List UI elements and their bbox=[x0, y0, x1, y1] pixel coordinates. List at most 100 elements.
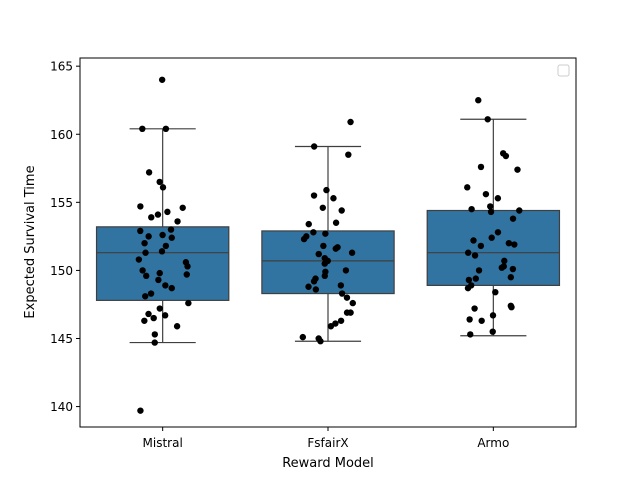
data-point-armo bbox=[516, 207, 523, 214]
data-point-fsfairx bbox=[332, 219, 340, 226]
data-point-mistral bbox=[151, 331, 159, 338]
data-point-armo bbox=[464, 249, 472, 256]
data-point-armo bbox=[487, 208, 495, 216]
data-point-armo bbox=[477, 163, 485, 171]
data-point-mistral bbox=[135, 256, 143, 263]
data-point-armo bbox=[508, 303, 515, 311]
data-point-fsfairx bbox=[312, 286, 320, 293]
data-point-mistral bbox=[156, 305, 163, 312]
data-point-fsfairx bbox=[317, 338, 324, 345]
data-point-fsfairx bbox=[347, 118, 354, 126]
data-point-armo bbox=[478, 317, 485, 324]
data-point-fsfairx bbox=[305, 220, 312, 228]
data-point-fsfairx bbox=[343, 309, 351, 316]
data-point-mistral bbox=[147, 290, 155, 297]
data-point-mistral bbox=[155, 276, 162, 284]
data-point-armo bbox=[471, 252, 479, 259]
data-point-fsfairx bbox=[310, 143, 318, 150]
data-point-mistral bbox=[142, 249, 149, 256]
data-point-armo bbox=[501, 257, 508, 265]
data-point-mistral bbox=[168, 284, 175, 292]
plot-area bbox=[95, 76, 561, 414]
data-point-mistral bbox=[167, 226, 175, 233]
data-point-fsfairx bbox=[349, 299, 356, 307]
data-point-mistral bbox=[148, 214, 155, 221]
data-point-fsfairx bbox=[305, 283, 312, 290]
data-point-fsfairx bbox=[342, 267, 350, 274]
data-point-mistral bbox=[139, 125, 146, 133]
data-point-mistral bbox=[184, 263, 191, 270]
data-point-mistral bbox=[174, 218, 181, 225]
x-tick-label-armo: Armo bbox=[477, 436, 509, 450]
box-armo bbox=[426, 209, 561, 286]
data-point-mistral bbox=[145, 169, 153, 176]
data-point-fsfairx bbox=[300, 235, 308, 243]
data-point-armo bbox=[470, 237, 477, 244]
data-point-fsfairx bbox=[299, 333, 307, 341]
data-point-armo bbox=[511, 241, 518, 248]
data-point-mistral bbox=[156, 269, 163, 277]
data-point-fsfairx bbox=[343, 294, 351, 301]
data-point-armo bbox=[472, 275, 480, 282]
data-point-mistral bbox=[150, 314, 157, 322]
data-point-mistral bbox=[159, 231, 166, 239]
data-point-armo bbox=[464, 184, 471, 191]
data-point-mistral bbox=[137, 203, 144, 210]
data-point-armo bbox=[464, 284, 472, 292]
data-point-fsfairx bbox=[322, 230, 329, 237]
data-point-mistral bbox=[162, 242, 170, 250]
data-point-mistral bbox=[159, 184, 167, 191]
data-point-mistral bbox=[137, 227, 144, 235]
data-point-mistral bbox=[164, 208, 171, 216]
data-point-armo bbox=[477, 242, 485, 250]
data-point-armo bbox=[509, 265, 517, 273]
data-point-mistral bbox=[179, 204, 186, 211]
data-point-armo bbox=[484, 116, 491, 123]
data-point-mistral bbox=[154, 211, 162, 218]
data-point-armo bbox=[494, 229, 502, 236]
data-point-armo bbox=[471, 305, 478, 312]
data-point-fsfairx bbox=[310, 192, 318, 199]
data-point-armo bbox=[482, 190, 490, 198]
data-point-fsfairx bbox=[321, 260, 328, 267]
data-point-mistral bbox=[162, 125, 170, 133]
data-point-armo bbox=[489, 328, 496, 335]
data-point-mistral bbox=[139, 267, 146, 274]
data-point-mistral bbox=[145, 233, 152, 240]
y-tick-label: 150 bbox=[50, 264, 73, 278]
x-tick-label-mistral: Mistral bbox=[143, 436, 183, 450]
data-point-fsfairx bbox=[319, 204, 327, 211]
axes: 140 145 150 155 160 165 Mistral FsfairX Armo bbox=[50, 60, 509, 450]
data-point-fsfairx bbox=[321, 272, 328, 280]
data-point-armo bbox=[498, 264, 506, 271]
data-point-armo bbox=[465, 276, 473, 284]
data-point-fsfairx bbox=[327, 323, 335, 330]
data-point-mistral bbox=[141, 239, 148, 247]
y-tick-label: 145 bbox=[50, 332, 73, 346]
data-point-mistral bbox=[183, 271, 190, 278]
data-point-armo bbox=[514, 166, 521, 173]
data-point-mistral bbox=[156, 178, 163, 186]
box-mistral bbox=[95, 226, 230, 301]
data-point-mistral bbox=[141, 317, 148, 324]
data-point-fsfairx bbox=[337, 282, 345, 289]
data-point-fsfairx bbox=[345, 151, 352, 158]
data-point-fsfairx bbox=[330, 195, 337, 202]
data-point-mistral bbox=[158, 76, 166, 83]
data-point-mistral bbox=[173, 323, 181, 330]
x-tick-label-fsfairx: FsfairX bbox=[307, 436, 348, 450]
data-point-mistral bbox=[145, 310, 152, 318]
data-point-fsfairx bbox=[338, 207, 345, 214]
data-point-mistral bbox=[161, 312, 169, 319]
data-point-fsfairx bbox=[315, 250, 322, 258]
data-point-mistral bbox=[158, 248, 166, 255]
y-axis-label: Expected Survival Time bbox=[23, 165, 38, 318]
data-point-armo bbox=[502, 152, 510, 160]
data-point-fsfairx bbox=[348, 249, 356, 256]
data-point-armo bbox=[492, 288, 499, 296]
data-point-fsfairx bbox=[310, 229, 317, 236]
data-point-armo bbox=[467, 331, 474, 338]
data-point-armo bbox=[475, 97, 482, 104]
data-point-fsfairx bbox=[320, 242, 327, 250]
